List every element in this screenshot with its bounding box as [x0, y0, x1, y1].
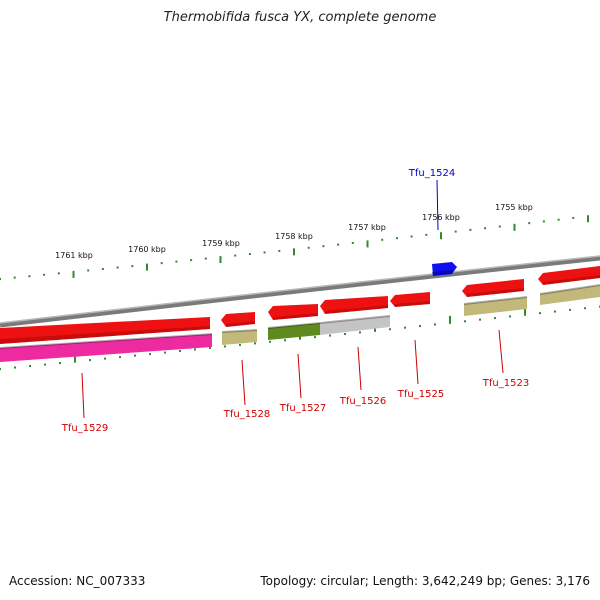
leader-tfu-1523 [498, 329, 504, 374]
scale-label: 1761 kbp [55, 251, 93, 260]
gene-label-tfu-1524[interactable]: Tfu_1524 [408, 168, 455, 179]
ruler-outer [0, 215, 589, 280]
feature-tfu-1528-gene[interactable] [222, 330, 257, 345]
accession-label: Accession: NC_007333 [9, 574, 146, 588]
genome-summary: Topology: circular; Length: 3,642,249 bp… [260, 574, 590, 588]
gene-row-top-edge [0, 284, 600, 349]
leader-tfu-1529 [81, 372, 85, 419]
leader-tfu-1526 [357, 346, 362, 391]
label-leaders [81, 179, 504, 419]
feature-tfu-1528-cds[interactable] [221, 312, 255, 327]
genome-backbone-highlight [0, 255, 600, 324]
feature-tfu-1526-cds[interactable] [320, 296, 388, 314]
gene-labels: Tfu_1524 Tfu_1529 Tfu_1528 Tfu_1527 Tfu_… [61, 168, 529, 434]
gene-label-tfu-1526[interactable]: Tfu_1526 [339, 396, 386, 407]
feature-tfu-1529-gene[interactable] [0, 334, 212, 362]
scale-label: 1755 kbp [495, 203, 533, 212]
cds-row-red [0, 266, 600, 344]
gene-label-tfu-1527[interactable]: Tfu_1527 [279, 403, 326, 414]
cds-row-shade [0, 275, 600, 344]
leader-tfu-1528 [241, 359, 246, 406]
gene-label-tfu-1529[interactable]: Tfu_1529 [61, 423, 108, 434]
feature-tfu-1523-gene[interactable] [464, 297, 527, 316]
scale-label: 1756 kbp [422, 213, 460, 222]
gene-label-tfu-1528[interactable]: Tfu_1528 [223, 409, 270, 420]
feature-tfu-1529-cds[interactable] [0, 317, 210, 344]
feature-tfu-1524-shade [432, 270, 453, 276]
scale-labels: 1761 kbp 1760 kbp 1759 kbp 1758 kbp 1757… [55, 203, 533, 260]
gene-label-tfu-1525[interactable]: Tfu_1525 [397, 389, 444, 400]
scale-label: 1757 kbp [348, 223, 386, 232]
scale-label: 1759 kbp [202, 239, 240, 248]
scale-label: 1760 kbp [128, 245, 166, 254]
genome-title: Thermobifida fusca YX, complete genome [163, 10, 437, 25]
feature-next-gene[interactable] [540, 285, 600, 305]
feature-tfu-1523-cds[interactable] [462, 279, 524, 297]
gene-row [0, 284, 600, 362]
feature-tfu-1525-cds[interactable] [390, 292, 430, 307]
feature-tfu-1527-cds[interactable] [268, 304, 318, 320]
genome-backbone [0, 255, 600, 328]
leader-tfu-1524 [436, 179, 439, 231]
leader-tfu-1527 [297, 353, 302, 399]
feature-next-cds[interactable] [538, 266, 600, 285]
gene-label-tfu-1523[interactable]: Tfu_1523 [482, 378, 529, 389]
scale-label: 1758 kbp [275, 232, 313, 241]
feature-tfu-1526-gene[interactable] [320, 316, 390, 335]
feature-tfu-1527-gene[interactable] [268, 323, 320, 340]
feature-tfu-1524[interactable] [432, 262, 457, 276]
leader-tfu-1525 [414, 339, 419, 385]
